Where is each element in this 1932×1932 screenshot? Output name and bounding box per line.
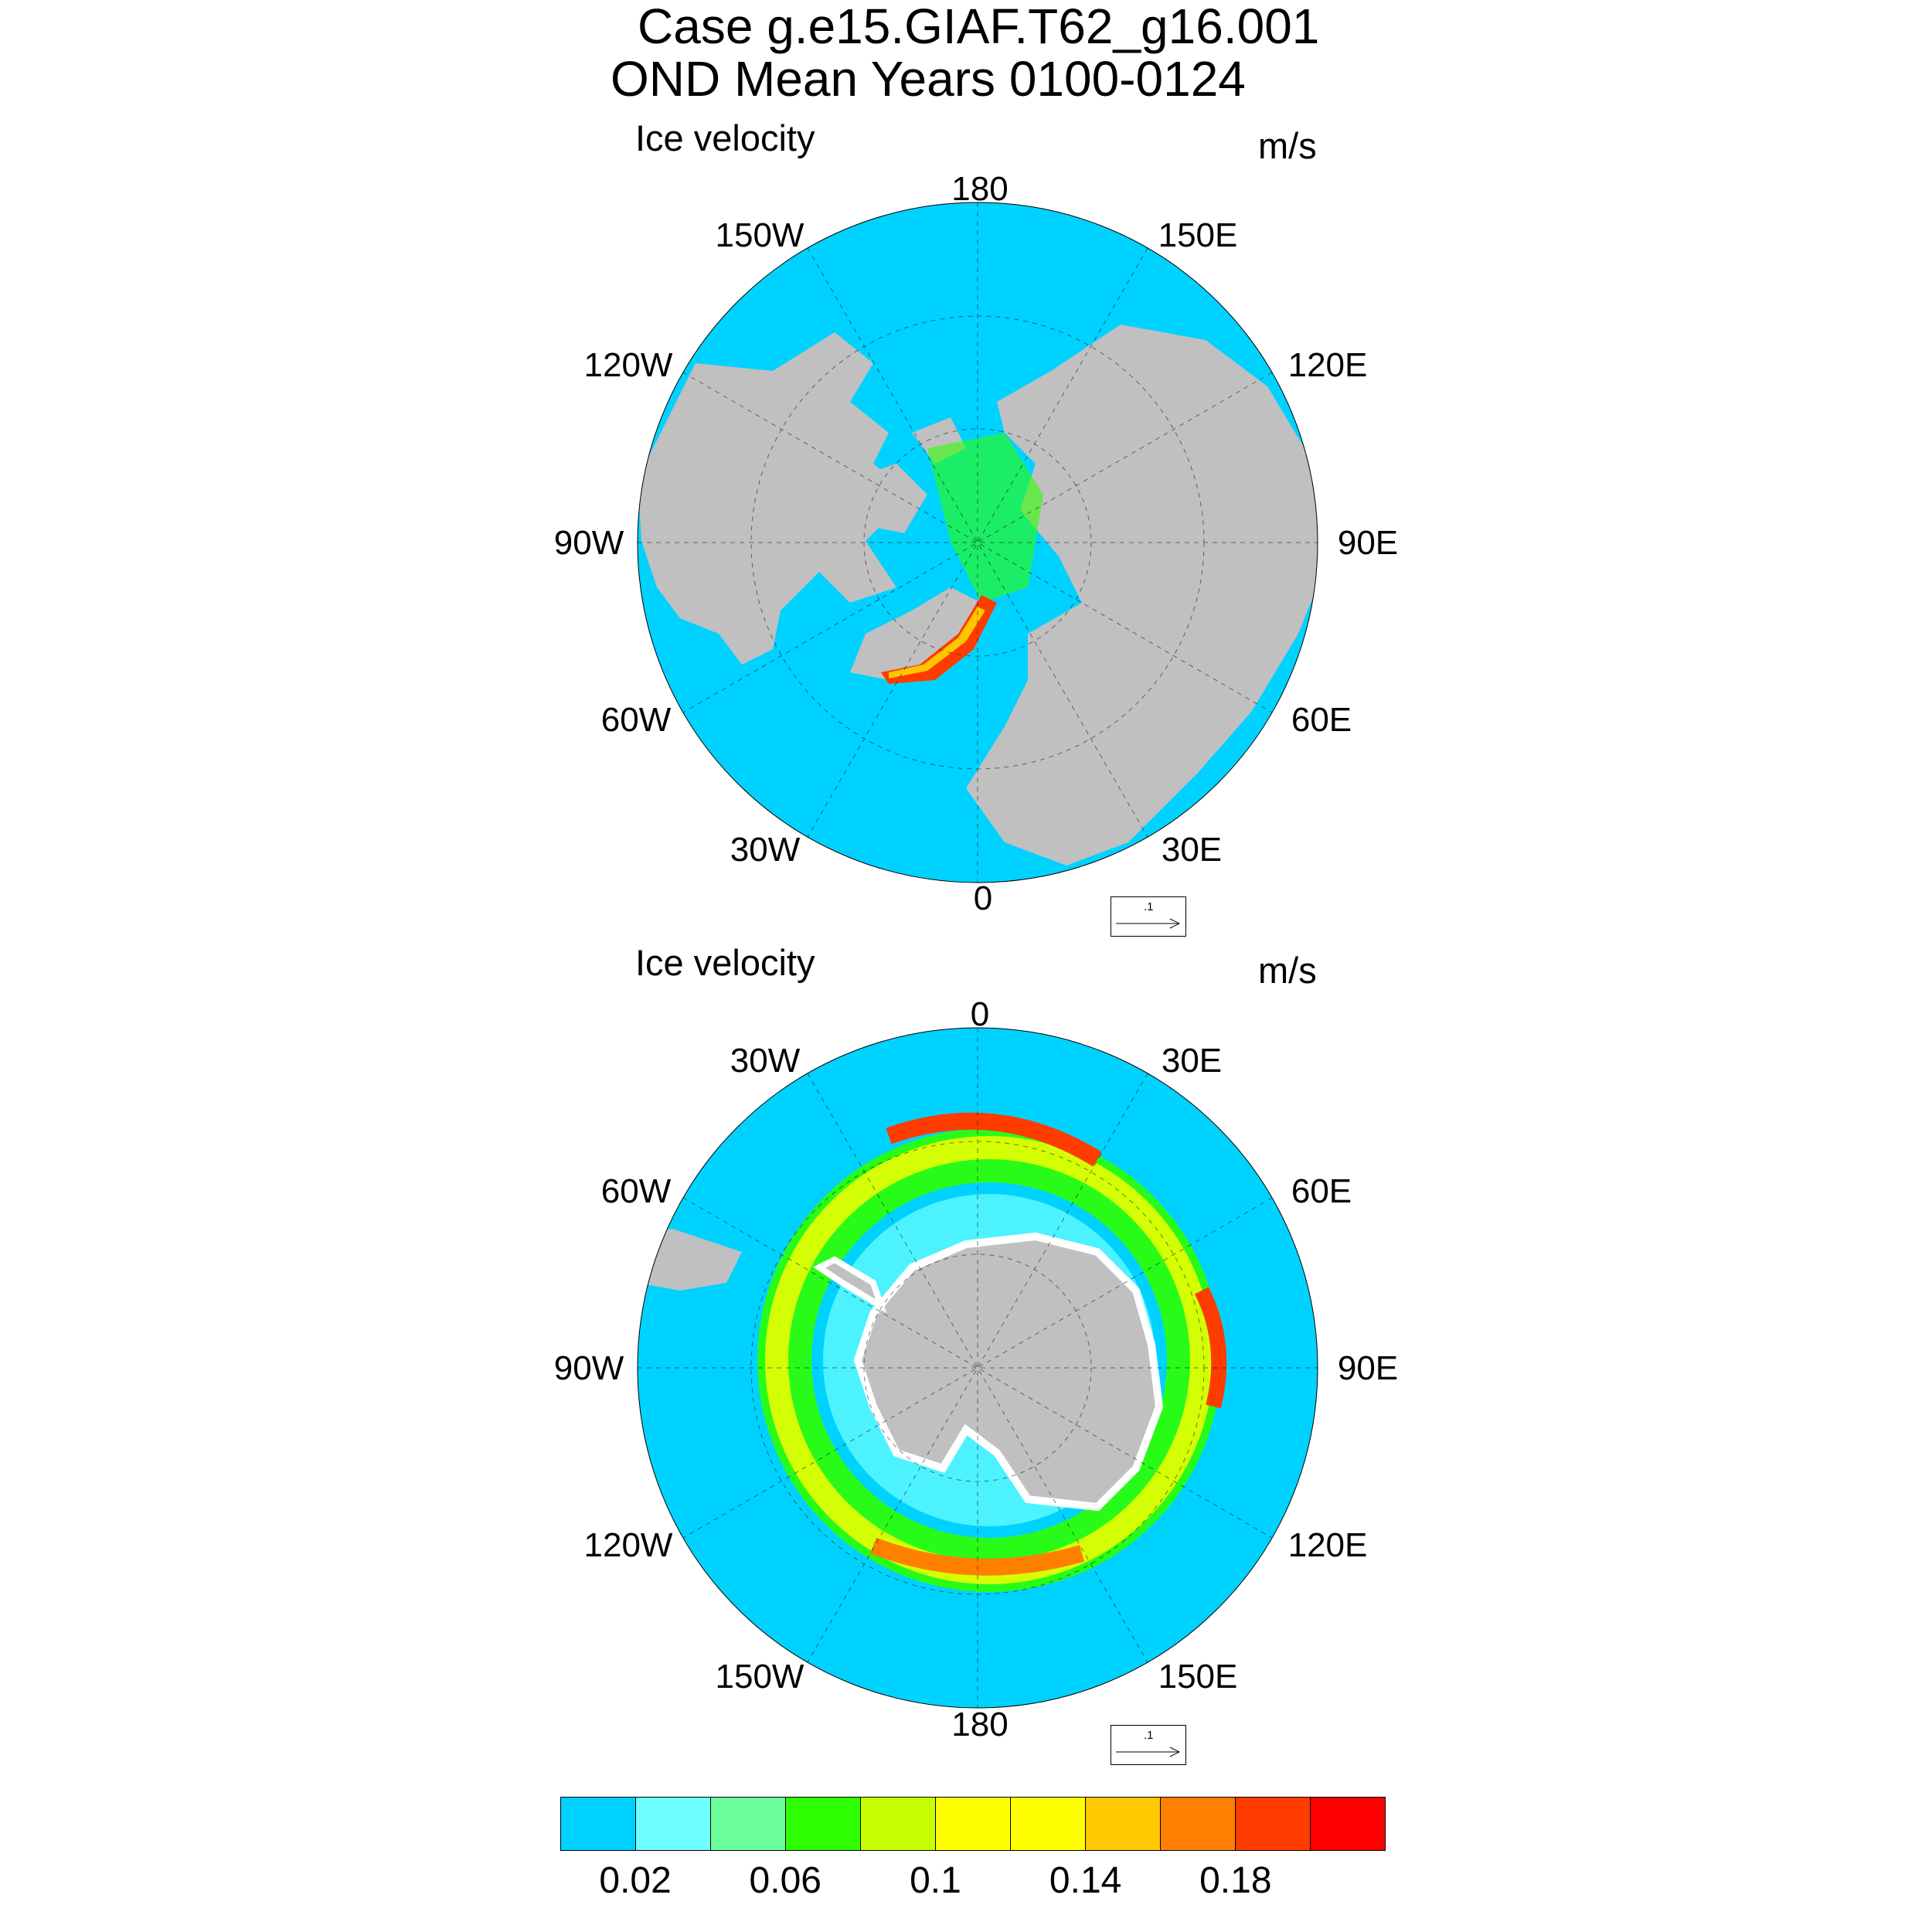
north-panel-units: m/s [1258,125,1317,166]
colorbar-swatch [786,1798,861,1850]
colorbar-swatch [1311,1798,1385,1850]
south-lon-label: 90W [553,1349,624,1387]
north-lon-label: 90E [1337,524,1399,562]
colorbar-swatch [636,1798,711,1850]
colorbar-swatch [1161,1798,1236,1850]
north-lon-label: 30W [730,831,801,869]
south-jet-east [1195,1287,1227,1409]
north-lon-label: 60E [1291,701,1352,739]
colorbar-tick-label: 0.06 [749,1860,821,1901]
north-lon-label: 150W [715,216,804,254]
south-reference-vector-label: .1 [1144,1729,1154,1742]
colorbar-tick-label: 0.14 [1049,1860,1122,1901]
south-map-border [637,1027,1318,1709]
south-america-land [638,1229,742,1291]
north-lon-label: 120W [583,346,673,384]
south-jet-ross [870,1537,1085,1576]
north-reference-vector-label: .1 [1144,900,1154,913]
north-jet-core [889,607,985,679]
south-lon-label: 0 [970,995,990,1033]
colorbar-swatch [561,1798,636,1850]
greenland-land [850,587,981,680]
reference-arrow-icon [1116,918,1181,929]
south-lon-label: 90E [1337,1349,1399,1387]
colorbar-swatch [1086,1798,1161,1850]
south-panel-units: m/s [1258,950,1317,991]
south-lon-label: 150W [715,1658,804,1696]
figure-title-line1: Case g.e15.GIAF.T62_g16.001 [638,0,1320,54]
colorbar-swatch [711,1798,786,1850]
south-lon-label: 30W [730,1042,801,1080]
colorbar-tick-label: 0.02 [599,1860,672,1901]
south-lon-label: 30E [1161,1042,1223,1080]
south-lon-label: 120W [583,1526,673,1564]
north-ice-velocity-band [927,433,1043,603]
north-lon-label: 90W [553,524,624,562]
colorbar-swatch [936,1798,1011,1850]
south-reference-vector-box: .1 [1111,1725,1186,1765]
colorbar-swatch [1011,1798,1086,1850]
eurasia-land [966,325,1318,866]
north-lon-label: 60W [600,701,672,739]
south-lon-label: 120E [1287,1526,1368,1564]
antarctica-land [853,1232,1164,1512]
south-lon-label: 60W [600,1172,672,1210]
south-panel-title: Ice velocity [635,942,815,983]
north-lon-label: 30E [1161,831,1223,869]
north-panel-title: Ice velocity [635,117,815,158]
north-america-land [638,332,912,665]
figure-title-line2: OND Mean Years 0100-0124 [611,51,1246,107]
north-lon-label: 120E [1287,346,1368,384]
south-jet-weddell [886,1112,1102,1167]
north-lon-label: 0 [973,879,993,917]
north-lon-label: 150E [1158,216,1238,254]
north-lon-label: 180 [951,170,1009,208]
north-map-border [637,202,1318,883]
south-lon-label: 150E [1158,1658,1238,1696]
colorbar-swatch [1236,1798,1311,1850]
colorbar-swatch [861,1798,936,1850]
south-lon-label: 60E [1291,1172,1352,1210]
south-lon-label: 180 [951,1706,1009,1743]
colorbar [560,1797,1386,1851]
reference-arrow-icon [1116,1747,1181,1757]
antarctic-peninsula [813,1256,887,1313]
colorbar-tick-label: 0.1 [910,1860,961,1901]
north-reference-vector-box: .1 [1111,896,1186,937]
colorbar-tick-label: 0.18 [1199,1860,1272,1901]
